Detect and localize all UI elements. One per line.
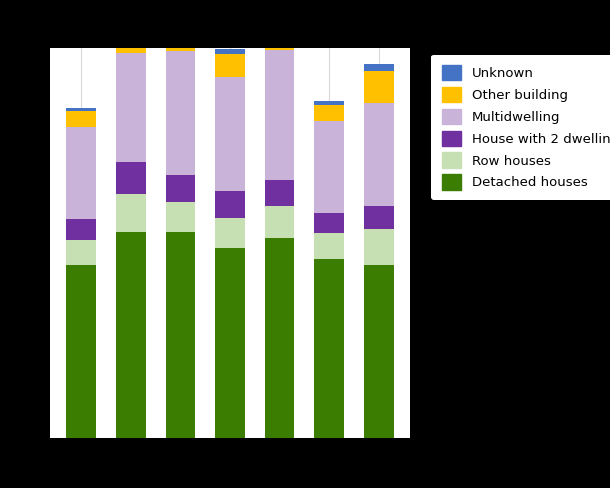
Bar	[215, 191, 245, 218]
Bar	[215, 55, 245, 77]
Bar	[215, 218, 245, 248]
Bar	[314, 213, 344, 233]
Bar	[165, 232, 195, 438]
Bar	[66, 108, 96, 111]
Bar	[165, 10, 195, 18]
Bar	[66, 126, 96, 219]
Bar	[66, 240, 96, 264]
Bar	[314, 101, 344, 105]
Bar	[265, 206, 295, 238]
Bar	[314, 105, 344, 121]
Bar	[314, 233, 344, 259]
Legend: Unknown, Other building, Multidwelling, House with 2 dwelling units, Row houses,: Unknown, Other building, Multidwelling, …	[431, 55, 610, 200]
Bar	[314, 121, 344, 213]
Bar	[364, 229, 393, 264]
Bar	[165, 175, 195, 203]
Bar	[364, 64, 393, 71]
Bar	[116, 20, 146, 26]
Bar	[215, 248, 245, 438]
Bar	[116, 162, 146, 194]
Bar	[364, 103, 393, 206]
Bar	[165, 203, 195, 232]
Bar	[66, 219, 96, 240]
Bar	[116, 194, 146, 232]
Bar	[314, 259, 344, 438]
Bar	[265, 10, 295, 18]
Bar	[265, 238, 295, 438]
Bar	[215, 49, 245, 55]
Bar	[116, 232, 146, 438]
Bar	[265, 18, 295, 50]
Bar	[265, 50, 295, 180]
Bar	[165, 18, 195, 51]
Bar	[364, 264, 393, 438]
Bar	[215, 77, 245, 191]
Bar	[116, 53, 146, 162]
Bar	[116, 26, 146, 53]
Bar	[364, 206, 393, 229]
Bar	[165, 51, 195, 175]
Bar	[265, 180, 295, 206]
Bar	[66, 264, 96, 438]
Bar	[364, 71, 393, 103]
Bar	[66, 111, 96, 126]
